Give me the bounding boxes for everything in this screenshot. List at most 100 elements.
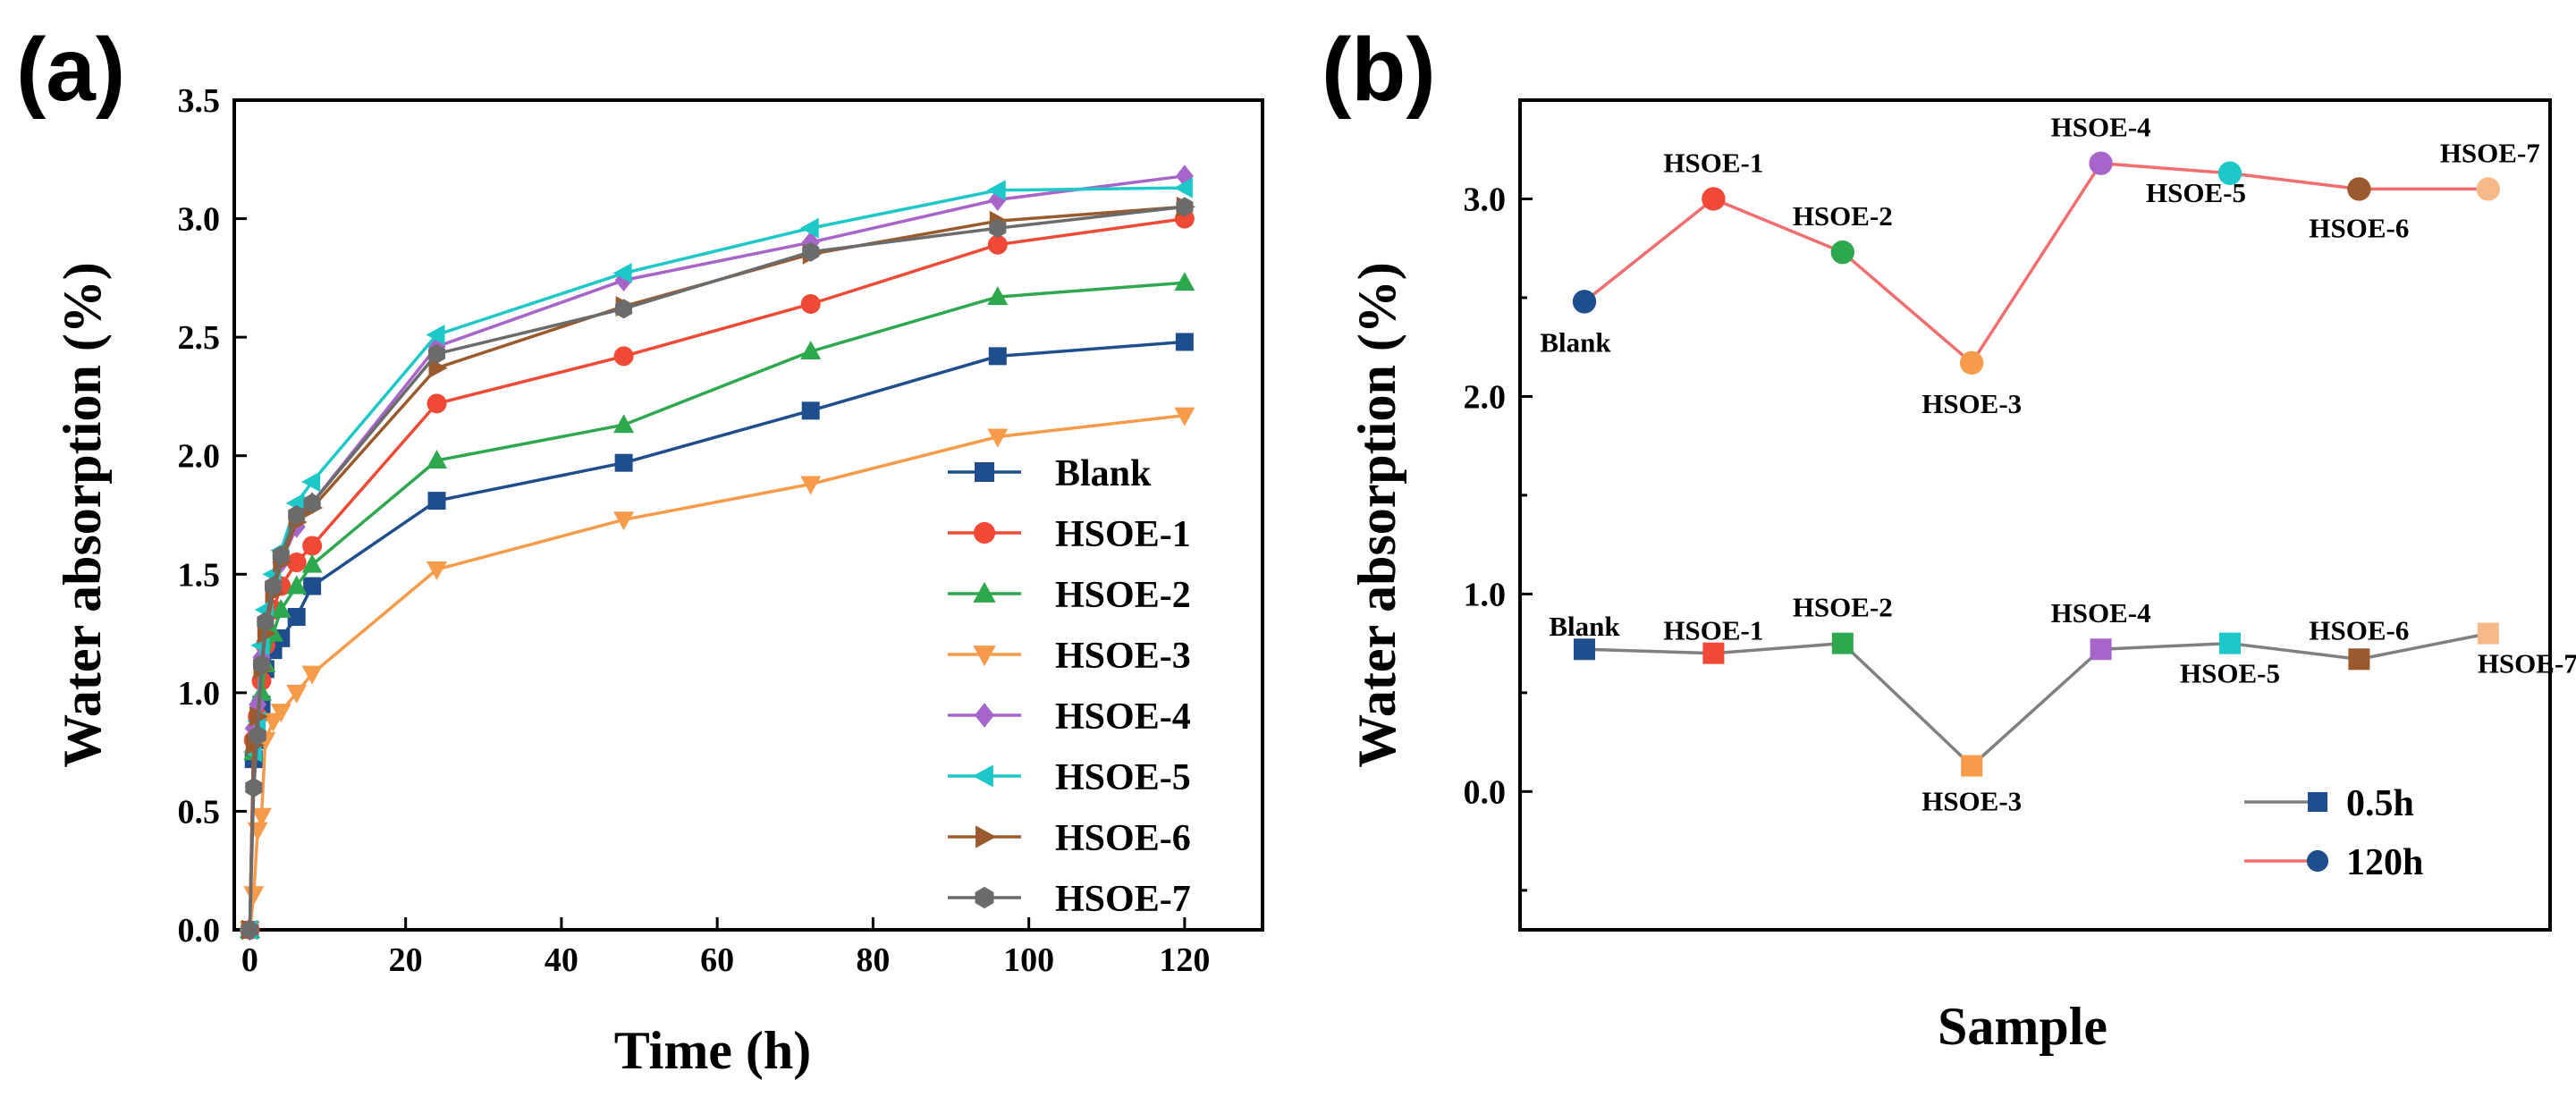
legend-marker <box>973 581 996 603</box>
series-line-120h <box>1583 161 2488 366</box>
series-0-5h: Blank HSOE-1 HSOE-2 HSOE-3 HSOE-4 HSOE-5 HSOE-… <box>1549 592 2576 817</box>
series-hsoe-7 <box>241 197 1194 940</box>
x-tick-label-a: 80 <box>856 941 890 979</box>
data-point-hsoe-3 <box>1174 407 1195 426</box>
data-point-hsoe-1 <box>286 553 307 573</box>
data-point-hsoe-7 <box>1176 197 1194 217</box>
data-point-hsoe-2 <box>427 450 448 469</box>
data-point-hsoe-2 <box>301 553 323 573</box>
legend-marker <box>975 703 994 728</box>
data-label: Blank <box>1540 326 1611 358</box>
data-point-hsoe-6 <box>2348 648 2370 671</box>
data-point-hsoe-6 <box>2347 177 2371 201</box>
y-tick-label-a: 1.0 <box>178 675 221 713</box>
data-point-blank <box>988 347 1007 366</box>
data-label: HSOE-5 <box>2180 658 2280 689</box>
legend-marker <box>2308 792 2327 812</box>
legend-marker <box>973 646 996 667</box>
y-axis-title-b: Water absorption (%) <box>1347 262 1406 768</box>
series-hsoe-2 <box>239 272 1195 938</box>
legend-label: HSOE-6 <box>1055 818 1191 859</box>
y-tick-label-a: 2.5 <box>178 319 221 357</box>
data-point-hsoe-3 <box>1961 755 1983 777</box>
data-point-hsoe-5 <box>2219 632 2241 654</box>
y-tick-label-a: 0.5 <box>178 793 221 831</box>
data-point-hsoe-3 <box>250 807 272 827</box>
series-line-hsoe-3 <box>248 413 1186 931</box>
x-tick-label-a: 120 <box>1159 941 1210 979</box>
legend-marker <box>972 764 993 788</box>
x-tick-label-a: 0 <box>241 941 258 979</box>
legend-label: HSOE-1 <box>1055 514 1191 555</box>
y-tick-label-a: 2.0 <box>178 438 221 476</box>
panel-a-label: (a) <box>16 20 125 120</box>
legend-marker <box>975 886 994 909</box>
panel-b-chart: 0.0 1.0 2.0 3.0 Sample Water absorption (%) Bl… <box>1347 98 2576 1056</box>
data-point-hsoe-3 <box>987 428 1009 448</box>
legend-label: HSOE-5 <box>1055 757 1191 798</box>
plot-frame-a <box>232 98 1264 932</box>
data-point-hsoe-2 <box>987 286 1009 306</box>
data-point-hsoe-5 <box>426 324 445 345</box>
data-point-hsoe-5 <box>2217 161 2242 185</box>
data-label: HSOE-3 <box>1921 388 2022 419</box>
data-label: Blank <box>1549 611 1620 642</box>
data-point-blank <box>801 401 820 420</box>
x-tick-label-a: 100 <box>1003 941 1054 979</box>
data-point-hsoe-3 <box>800 476 822 495</box>
data-point-hsoe-1 <box>302 536 323 556</box>
series-line-hsoe-4 <box>248 174 1186 931</box>
panel-b-label: (b) <box>1322 20 1436 120</box>
y-tick-label-a: 3.5 <box>178 82 221 120</box>
data-point-hsoe-7 <box>249 725 266 746</box>
x-tick-label-a: 20 <box>389 941 423 979</box>
data-point-hsoe-7 <box>2476 177 2500 201</box>
data-point-hsoe-5 <box>301 471 321 493</box>
x-axis-title-a: Time (h) <box>614 1021 812 1080</box>
data-label: HSOE-6 <box>2309 212 2409 243</box>
series-line-0-5h <box>1584 631 2489 768</box>
data-point-hsoe-1 <box>1702 642 1725 664</box>
data-point-hsoe-4 <box>2089 151 2113 175</box>
data-label: HSOE-6 <box>2309 614 2409 646</box>
series-line-hsoe-5 <box>248 186 1185 931</box>
data-point-blank <box>287 608 306 627</box>
legend-label: Blank <box>1055 453 1152 494</box>
data-point-hsoe-1 <box>613 346 634 367</box>
legend-label: HSOE-4 <box>1055 696 1191 738</box>
data-label: HSOE-7 <box>2478 648 2576 679</box>
y-tick-label-a: 1.5 <box>178 556 221 594</box>
data-point-hsoe-5 <box>986 180 1006 201</box>
series-line-hsoe-1 <box>248 216 1186 931</box>
data-label: HSOE-4 <box>2051 112 2151 143</box>
data-label: HSOE-2 <box>1793 592 1893 623</box>
data-point-hsoe-7 <box>245 777 263 797</box>
legend-marker <box>976 825 997 848</box>
series-line-hsoe-2 <box>248 281 1186 931</box>
data-point-hsoe-3 <box>286 684 308 704</box>
x-tick-label-a: 40 <box>545 941 579 979</box>
y-tick-label-a: 3.0 <box>178 201 221 239</box>
panel-a-chart: 0 20 40 60 80 100 120 0.0 0.5 1.0 1.5 2.0 2.5 3.0 3.5 T… <box>53 82 1264 1080</box>
data-point-hsoe-7 <box>802 241 820 262</box>
legend-b: 0.5h 120h <box>2244 783 2423 883</box>
y-tick-label-b: 2.0 <box>1464 378 1507 416</box>
data-point-hsoe-7 <box>615 299 633 319</box>
data-point-hsoe-5 <box>612 263 632 284</box>
x-tick-label-a: 60 <box>700 941 734 979</box>
data-point-hsoe-2 <box>1830 240 1854 265</box>
data-point-blank <box>427 492 446 511</box>
y-axis-title-a: Water absorption (%) <box>53 262 112 768</box>
data-point-blank <box>303 577 322 595</box>
data-point-hsoe-2 <box>1174 272 1195 291</box>
data-label: HSOE-1 <box>1663 147 1763 178</box>
series-line-hsoe-6 <box>248 205 1186 931</box>
data-point-hsoe-3 <box>427 561 448 580</box>
data-point-hsoe-4 <box>2090 638 2112 661</box>
data-point-hsoe-2 <box>286 575 308 595</box>
legend-marker <box>2306 849 2329 873</box>
legend-marker <box>973 521 996 544</box>
data-label: HSOE-1 <box>1663 615 1763 646</box>
data-point-blank <box>614 453 633 472</box>
series-line-hsoe-7 <box>248 205 1186 931</box>
